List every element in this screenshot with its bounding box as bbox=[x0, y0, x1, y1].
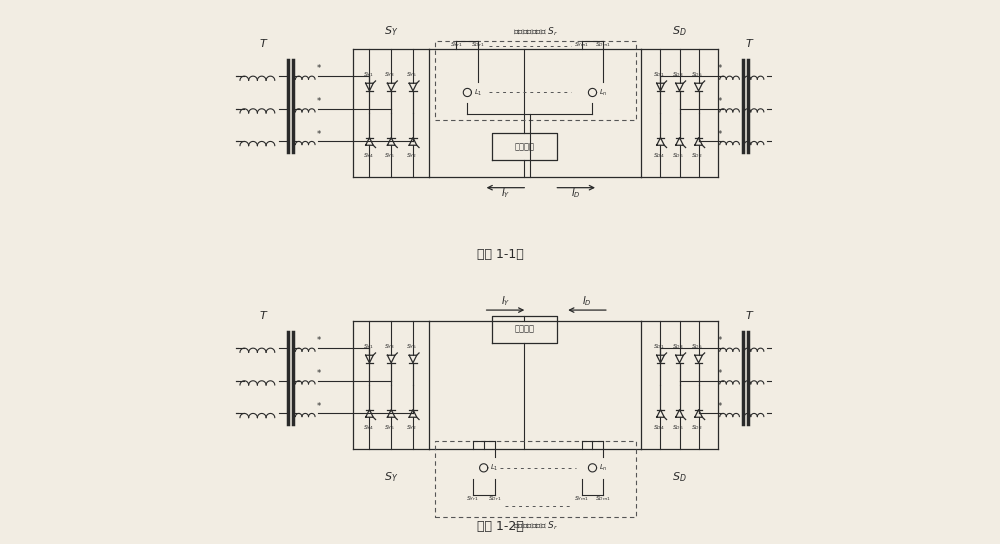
Text: *: * bbox=[317, 369, 321, 378]
Text: 直流负载: 直流负载 bbox=[514, 325, 534, 333]
Text: $S_{D6}$: $S_{D6}$ bbox=[672, 151, 684, 159]
Text: *: * bbox=[317, 97, 321, 106]
Text: *: * bbox=[317, 129, 321, 139]
Text: $S_{Y6}$: $S_{Y6}$ bbox=[384, 423, 395, 431]
Text: $L_n$: $L_n$ bbox=[599, 88, 608, 97]
Text: $S_{D3}$: $S_{D3}$ bbox=[672, 70, 684, 79]
Text: 多电平注入电路 $S_r$: 多电平注入电路 $S_r$ bbox=[513, 520, 558, 532]
Text: *: * bbox=[718, 64, 722, 73]
Text: $S_{Dm1}$: $S_{Dm1}$ bbox=[595, 40, 611, 49]
Text: *: * bbox=[718, 369, 722, 378]
Text: $T$: $T$ bbox=[745, 37, 755, 49]
Text: $S_{D1}$: $S_{D1}$ bbox=[653, 342, 665, 351]
Text: *: * bbox=[718, 336, 722, 345]
Text: *: * bbox=[718, 129, 722, 139]
Text: $S_{D6}$: $S_{D6}$ bbox=[672, 423, 684, 431]
Text: $S_{Y6}$: $S_{Y6}$ bbox=[384, 151, 395, 159]
Text: $L_1$: $L_1$ bbox=[490, 463, 499, 473]
Text: *: * bbox=[317, 401, 321, 411]
Text: $S_{Y2}$: $S_{Y2}$ bbox=[406, 151, 417, 159]
Text: $S_{D1}$: $S_{D1}$ bbox=[653, 70, 665, 79]
Text: $S_{D4}$: $S_{D4}$ bbox=[653, 423, 665, 431]
Text: $T$: $T$ bbox=[745, 309, 755, 321]
Text: *: * bbox=[718, 401, 722, 411]
Text: $S_{Y2}$: $S_{Y2}$ bbox=[406, 423, 417, 431]
Text: $S_{Y1}$: $S_{Y1}$ bbox=[363, 342, 374, 351]
Text: $S_Y$: $S_Y$ bbox=[384, 24, 398, 38]
Text: *: * bbox=[317, 336, 321, 345]
Text: （图 1-2）: （图 1-2） bbox=[477, 520, 523, 533]
Text: （图 1-1）: （图 1-1） bbox=[477, 248, 523, 261]
Text: $I_Y$: $I_Y$ bbox=[501, 186, 510, 200]
Text: $S_{Yr1}$: $S_{Yr1}$ bbox=[450, 40, 463, 49]
Text: $S_{Y3}$: $S_{Y3}$ bbox=[384, 70, 395, 79]
Text: $S_{Y1}$: $S_{Y1}$ bbox=[363, 70, 374, 79]
Text: $S_{D3}$: $S_{D3}$ bbox=[672, 342, 684, 351]
Text: $S_{Ym1}$: $S_{Ym1}$ bbox=[574, 494, 589, 503]
Text: $S_{Yr1}$: $S_{Yr1}$ bbox=[466, 494, 479, 503]
Text: $S_Y$: $S_Y$ bbox=[384, 471, 398, 484]
Text: 多电平注入电路 $S_r$: 多电平注入电路 $S_r$ bbox=[513, 26, 558, 38]
Text: $L_1$: $L_1$ bbox=[474, 88, 483, 97]
Text: 直流负载: 直流负载 bbox=[514, 143, 534, 151]
Text: $S_{D5}$: $S_{D5}$ bbox=[691, 342, 703, 351]
Text: $S_{D5}$: $S_{D5}$ bbox=[691, 70, 703, 79]
Text: $I_D$: $I_D$ bbox=[571, 186, 581, 200]
Text: $T$: $T$ bbox=[259, 37, 268, 49]
Text: $S_{Ym1}$: $S_{Ym1}$ bbox=[574, 40, 589, 49]
Text: $S_{D4}$: $S_{D4}$ bbox=[653, 151, 665, 159]
Text: $S_{Y5}$: $S_{Y5}$ bbox=[406, 342, 417, 351]
Text: $S_{Y4}$: $S_{Y4}$ bbox=[363, 151, 374, 159]
Text: $S_{Dr1}$: $S_{Dr1}$ bbox=[471, 40, 485, 49]
Text: $S_{Dm1}$: $S_{Dm1}$ bbox=[595, 494, 611, 503]
Text: $S_{Y5}$: $S_{Y5}$ bbox=[406, 70, 417, 79]
Text: $S_D$: $S_D$ bbox=[672, 471, 687, 484]
Text: *: * bbox=[718, 97, 722, 106]
Text: $I_Y$: $I_Y$ bbox=[501, 295, 510, 308]
Text: $I_D$: $I_D$ bbox=[582, 295, 592, 308]
Text: $S_{D2}$: $S_{D2}$ bbox=[691, 151, 703, 159]
Text: $S_{D2}$: $S_{D2}$ bbox=[691, 423, 703, 431]
Text: *: * bbox=[317, 64, 321, 73]
Text: $L_n$: $L_n$ bbox=[599, 463, 608, 473]
Text: $T$: $T$ bbox=[259, 309, 268, 321]
Text: $S_{Y3}$: $S_{Y3}$ bbox=[384, 342, 395, 351]
Text: $S_{Dr1}$: $S_{Dr1}$ bbox=[488, 494, 501, 503]
Text: $S_D$: $S_D$ bbox=[672, 24, 687, 38]
Text: $S_{Y4}$: $S_{Y4}$ bbox=[363, 423, 374, 431]
